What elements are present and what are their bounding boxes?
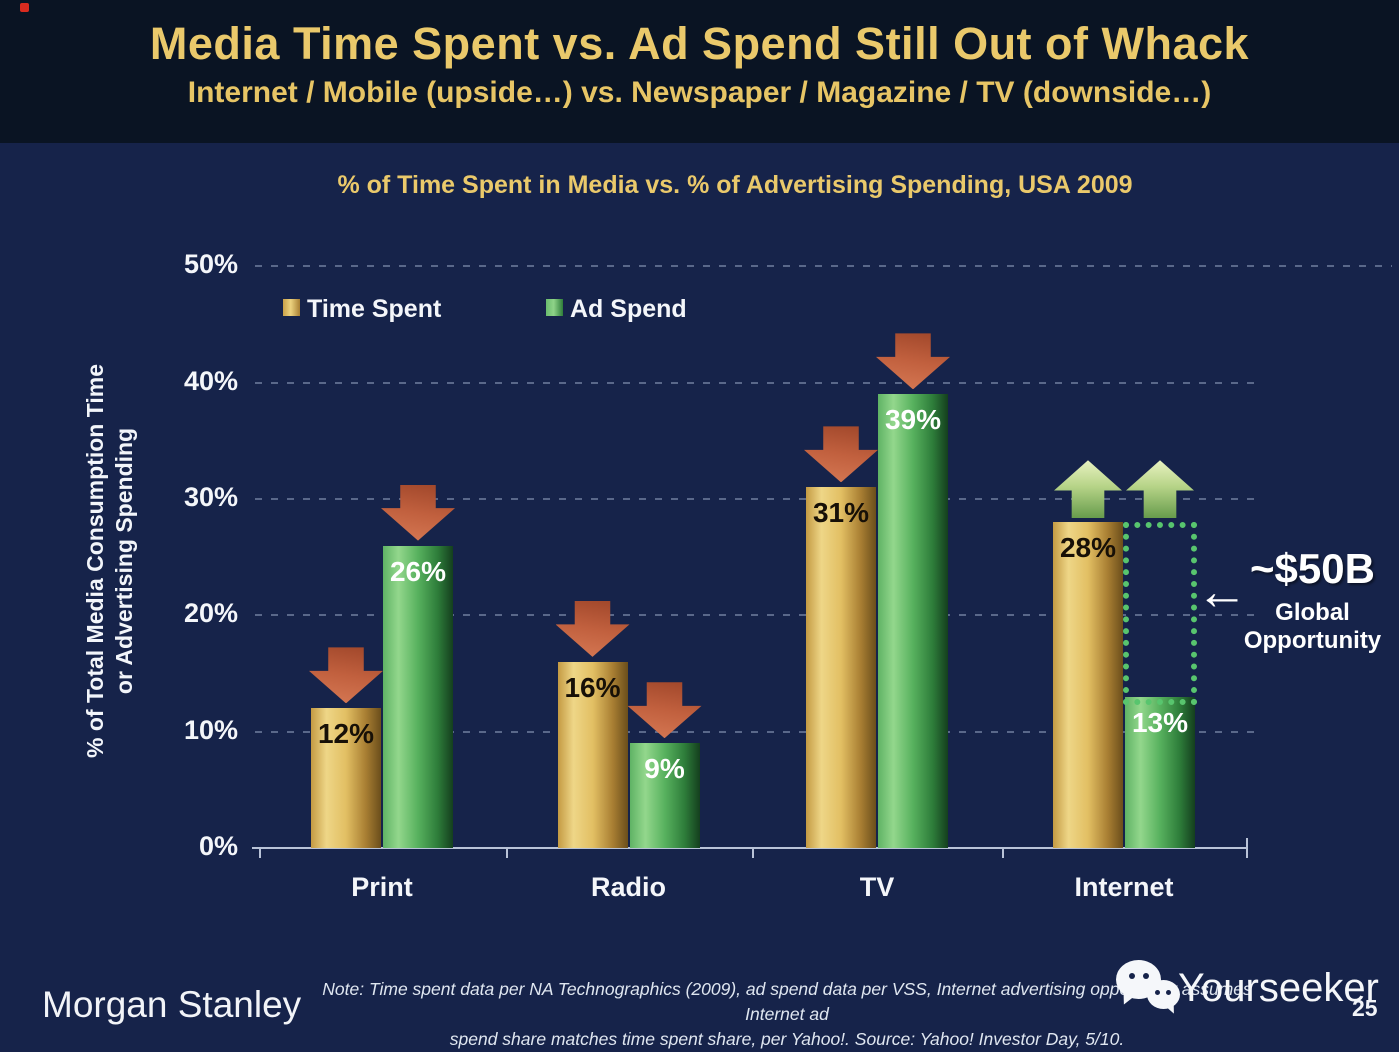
bar-internet-time-spent: [1053, 522, 1123, 848]
wechat-icon-small-bubble: [1147, 980, 1180, 1009]
opportunity-gap-box: [1123, 522, 1197, 705]
left-arrow-icon: ←: [1196, 563, 1248, 621]
source-note-line1: Note: Time spent data per NA Technograph…: [322, 979, 1252, 1024]
y-tick-label-30%: 30%: [183, 482, 238, 513]
slide-subtitle: Internet / Mobile (upside…) vs. Newspape…: [187, 76, 1212, 109]
legend-label-ad-spend: Ad Spend: [570, 295, 687, 323]
bar-print-time-spent: [311, 708, 381, 848]
gridline-50%: [255, 265, 1392, 268]
bar-tv-time-spent: [806, 487, 876, 848]
x-axis-tick: [752, 848, 754, 858]
bar-value-label: 9%: [644, 753, 685, 785]
down-arrow-icon: [804, 426, 878, 483]
y-tick-label-10%: 10%: [183, 714, 238, 745]
morgan-stanley-logo: Morgan Stanley: [42, 984, 302, 1025]
wechat-icon-eye: [1129, 973, 1135, 979]
bar-value-label: 16%: [564, 671, 621, 703]
category-label-tv: TV: [859, 872, 895, 902]
up-arrow-icon: [1054, 460, 1122, 519]
gridline-20%: [255, 614, 1255, 617]
slide-header: Media Time Spent vs. Ad Spend Still Out …: [0, 0, 1399, 143]
ad-spend-swatch-icon: [546, 299, 563, 316]
opportunity-annotation: ~$50B Global Opportunity: [1225, 545, 1399, 655]
legend-label-time-spent: Time Spent: [307, 295, 442, 323]
category-label-radio: Radio: [590, 872, 666, 902]
x-axis-tick: [1002, 848, 1004, 858]
x-axis-tick: [1246, 838, 1248, 858]
red-indicator-dot: [20, 3, 29, 12]
x-axis-tick: [505, 848, 508, 858]
y-tick-label-0%: 0%: [198, 831, 238, 861]
chart-title: % of Time Spent in Media vs. % of Advert…: [337, 171, 1133, 199]
page-number: 25: [1352, 995, 1378, 1021]
wechat-icon-eye: [1166, 990, 1171, 995]
wechat-icon-eye: [1143, 973, 1149, 979]
watermark-text: Yourseeker: [1178, 966, 1379, 1010]
up-arrow-icon: [1126, 460, 1194, 519]
source-note: Note: Time spent data per NA Technograph…: [318, 977, 1256, 1052]
category-label-internet: Internet: [1074, 872, 1174, 902]
annotation-label-line1: Global: [1275, 599, 1350, 626]
annotation-label-line2: Opportunity: [1243, 627, 1382, 654]
x-axis-tick: [259, 848, 261, 858]
bar-radio-time-spent: [557, 661, 628, 848]
down-arrow-icon: [381, 484, 455, 541]
source-note-line2: spend share matches time spent share, pe…: [449, 1029, 1125, 1049]
down-arrow-icon: [309, 647, 383, 704]
bar-internet-ad-spend: [1125, 696, 1195, 848]
gridline-30%: [255, 498, 1255, 501]
time-spent-swatch-icon: [283, 299, 300, 316]
bar-value-label: 39%: [884, 404, 942, 436]
y-tick-label-20%: 20%: [183, 598, 238, 629]
down-arrow-icon: [555, 600, 630, 657]
bar-print-ad-spend: [383, 545, 453, 848]
bar-radio-ad-spend: [629, 743, 700, 848]
watermark: Yourseeker: [1116, 960, 1396, 1020]
bar-value-label: 12%: [317, 718, 375, 750]
y-tick-label-50%: 50%: [183, 249, 238, 280]
bar-value-label: 13%: [1131, 706, 1189, 738]
category-label-print: Print: [351, 872, 413, 902]
bar-value-label: 26%: [389, 555, 447, 587]
wechat-icon-eye: [1155, 990, 1160, 995]
bar-tv-ad-spend: [878, 394, 948, 848]
slide-title: Media Time Spent vs. Ad Spend Still Out …: [149, 18, 1250, 69]
bar-value-label: 28%: [1059, 532, 1117, 564]
bar-value-label: 31%: [812, 497, 870, 529]
gridline-40%: [255, 381, 1255, 384]
x-axis-line: [252, 847, 1248, 849]
y-tick-label-40%: 40%: [183, 365, 238, 396]
annotation-value: ~$50B: [1250, 545, 1375, 592]
gridline-10%: [255, 730, 1255, 733]
